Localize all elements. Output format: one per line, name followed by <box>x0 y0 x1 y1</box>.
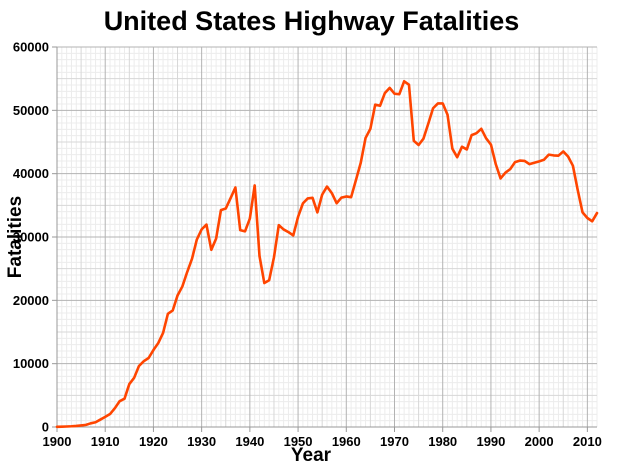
x-tick-label: 1970 <box>380 434 409 449</box>
x-tick-label: 1990 <box>476 434 505 449</box>
x-tick-label: 1930 <box>187 434 216 449</box>
y-tick-label: 50000 <box>13 103 49 118</box>
fatalities-line <box>55 79 599 429</box>
x-tick-label: 1960 <box>332 434 361 449</box>
x-tick-label: 2010 <box>573 434 602 449</box>
x-tick-label: 1910 <box>91 434 120 449</box>
x-tick-label: 1900 <box>43 434 72 449</box>
x-tick-label: 2000 <box>525 434 554 449</box>
y-tick-label: 30000 <box>13 230 49 245</box>
x-tick-label: 1940 <box>235 434 264 449</box>
y-tick-label: 0 <box>42 420 49 435</box>
x-axis-title: Year <box>290 445 332 466</box>
y-tick-label: 60000 <box>13 40 49 55</box>
x-tick-label: 1920 <box>139 434 168 449</box>
y-tick-label: 10000 <box>13 356 49 371</box>
axis-ticks <box>52 46 588 432</box>
x-tick-label: 1980 <box>428 434 457 449</box>
y-tick-label: 40000 <box>13 166 49 181</box>
y-tick-label: 20000 <box>13 293 49 308</box>
tick-labels: 1900 1910 1920 1930 1940 1950 1960 1970 1980 1990… <box>13 40 602 450</box>
chart-title: United States Highway Fatalities <box>103 6 520 36</box>
data-series <box>55 79 599 429</box>
x-tick-label: 1950 <box>284 434 313 449</box>
